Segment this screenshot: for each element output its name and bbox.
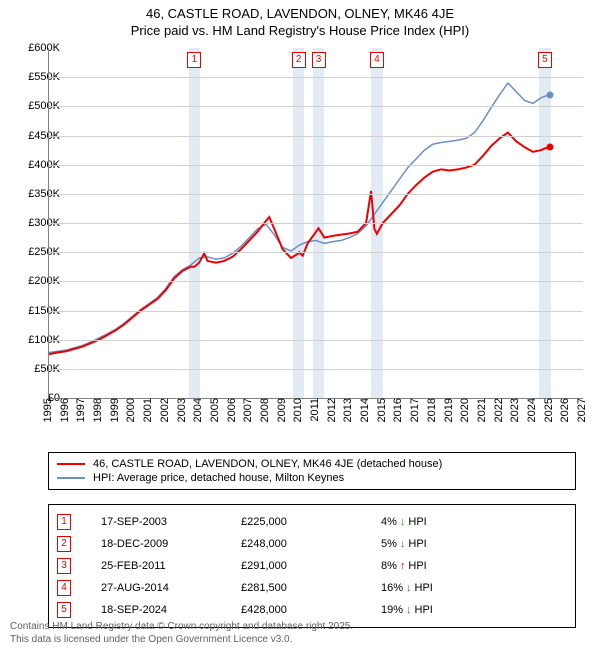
sale-marker: 2 [292, 52, 306, 68]
x-tick-label: 2024 [526, 398, 538, 422]
tx-diff: 16%↓HPI [381, 582, 501, 594]
transaction-row: 4 27-AUG-2014£281,50016%↓HPI [57, 577, 567, 599]
legend-label-hpi: HPI: Average price, detached house, Milt… [93, 472, 344, 484]
x-tick-label: 2020 [459, 398, 471, 422]
tx-date: 25-FEB-2011 [101, 560, 241, 572]
title-line-2: Price paid vs. HM Land Registry's House … [0, 23, 600, 40]
sale-marker: 1 [187, 52, 201, 68]
series-line [49, 83, 550, 353]
footer-text: Contains HM Land Registry data © Crown c… [10, 621, 353, 646]
tx-price: £281,500 [241, 582, 381, 594]
x-tick-label: 1997 [75, 398, 87, 422]
x-tick-label: 1998 [92, 398, 104, 422]
series-end-dot [546, 91, 553, 98]
x-tick-label: 2026 [559, 398, 571, 422]
tx-price: £248,000 [241, 538, 381, 550]
x-tick-label: 2025 [543, 398, 555, 422]
x-tick-label: 2001 [142, 398, 154, 422]
x-tick-label: 2003 [176, 398, 188, 422]
x-tick-label: 2007 [242, 398, 254, 422]
transaction-row: 3 25-FEB-2011£291,0008%↑HPI [57, 555, 567, 577]
legend-swatch-price [57, 463, 85, 465]
tx-number: 4 [57, 580, 71, 596]
transaction-row: 1 17-SEP-2003£225,0004%↓HPI [57, 511, 567, 533]
x-tick-label: 2021 [476, 398, 488, 422]
footer-line-2: This data is licensed under the Open Gov… [10, 634, 353, 647]
legend-item-price: 46, CASTLE ROAD, LAVENDON, OLNEY, MK46 4… [57, 457, 567, 471]
x-tick-label: 2019 [443, 398, 455, 422]
legend-label-price: 46, CASTLE ROAD, LAVENDON, OLNEY, MK46 4… [93, 458, 442, 470]
tx-date: 27-AUG-2014 [101, 582, 241, 594]
x-tick-label: 2011 [309, 398, 321, 422]
x-tick-label: 2000 [125, 398, 137, 422]
footer-line-1: Contains HM Land Registry data © Crown c… [10, 621, 353, 634]
x-tick-label: 2027 [576, 398, 588, 422]
x-tick-label: 1995 [42, 398, 54, 422]
x-tick-label: 2023 [509, 398, 521, 422]
x-tick-label: 2016 [392, 398, 404, 422]
x-tick-label: 2014 [359, 398, 371, 422]
transactions-table: 117-SEP-2003£225,0004%↓HPI218-DEC-2009£2… [48, 504, 576, 628]
x-tick-label: 1999 [109, 398, 121, 422]
arrow-down-icon: ↓ [406, 582, 412, 594]
tx-diff: 4%↓HPI [381, 516, 501, 528]
tx-date: 18-DEC-2009 [101, 538, 241, 550]
arrow-down-icon: ↓ [400, 516, 406, 528]
sale-marker: 5 [538, 52, 552, 68]
x-tick-label: 2005 [209, 398, 221, 422]
arrow-down-icon: ↓ [406, 604, 412, 616]
tx-number: 3 [57, 558, 71, 574]
x-tick-label: 2002 [159, 398, 171, 422]
title-line-1: 46, CASTLE ROAD, LAVENDON, OLNEY, MK46 4… [0, 6, 600, 23]
tx-price: £225,000 [241, 516, 381, 528]
tx-diff: 19%↓HPI [381, 604, 501, 616]
x-axis-labels: 1995199619971998199920002001200220032004… [48, 398, 582, 458]
x-tick-label: 2018 [426, 398, 438, 422]
x-tick-label: 2006 [226, 398, 238, 422]
chart-legend: 46, CASTLE ROAD, LAVENDON, OLNEY, MK46 4… [48, 452, 576, 490]
x-tick-label: 2015 [376, 398, 388, 422]
sale-marker: 4 [370, 52, 384, 68]
chart-title-block: 46, CASTLE ROAD, LAVENDON, OLNEY, MK46 4… [0, 0, 600, 40]
tx-price: £291,000 [241, 560, 381, 572]
series-line [49, 133, 550, 355]
x-tick-label: 2017 [409, 398, 421, 422]
x-tick-label: 2013 [342, 398, 354, 422]
x-tick-label: 2009 [276, 398, 288, 422]
line-chart: 12345 [48, 48, 583, 399]
tx-number: 5 [57, 602, 71, 618]
tx-date: 18-SEP-2024 [101, 604, 241, 616]
transaction-row: 2 18-DEC-2009£248,0005%↓HPI [57, 533, 567, 555]
transaction-row: 5 18-SEP-2024£428,00019%↓HPI [57, 599, 567, 621]
arrow-down-icon: ↓ [400, 538, 406, 550]
x-tick-label: 2010 [292, 398, 304, 422]
tx-diff: 8%↑HPI [381, 560, 501, 572]
tx-date: 17-SEP-2003 [101, 516, 241, 528]
series-end-dot [546, 144, 553, 151]
x-tick-label: 2012 [326, 398, 338, 422]
arrow-up-icon: ↑ [400, 560, 406, 572]
x-tick-label: 2004 [192, 398, 204, 422]
x-tick-label: 2008 [259, 398, 271, 422]
tx-price: £428,000 [241, 604, 381, 616]
legend-item-hpi: HPI: Average price, detached house, Milt… [57, 471, 567, 485]
tx-number: 1 [57, 514, 71, 530]
tx-diff: 5%↓HPI [381, 538, 501, 550]
x-tick-label: 1996 [59, 398, 71, 422]
tx-number: 2 [57, 536, 71, 552]
sale-marker: 3 [312, 52, 326, 68]
x-tick-label: 2022 [493, 398, 505, 422]
legend-swatch-hpi [57, 477, 85, 479]
